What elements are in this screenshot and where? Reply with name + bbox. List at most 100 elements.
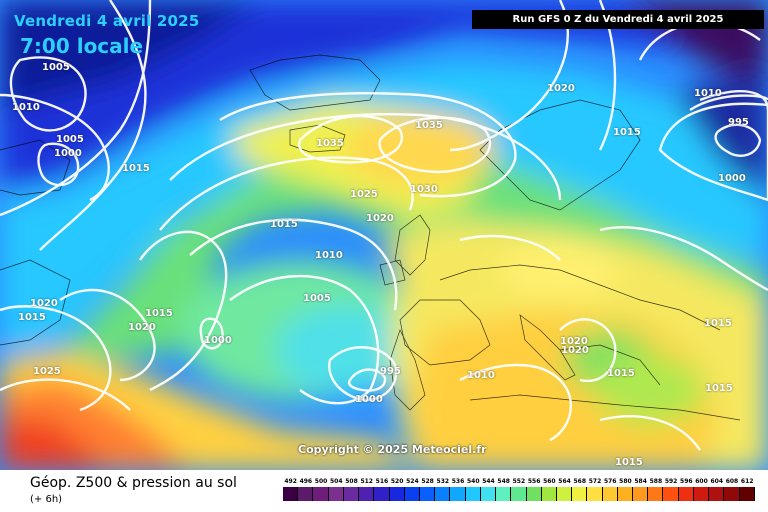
scale-value: 496 [299,478,313,485]
scale-value: 520 [390,478,404,485]
isobar-value-label: 1015 [270,219,298,230]
scale-value: 584 [634,478,647,485]
color-scale-bar [283,487,755,501]
isobar-value-label: 1010 [315,250,343,261]
isobar-value-label: 1010 [694,88,722,99]
scale-swatch [404,487,420,501]
scale-value: 500 [314,478,328,485]
isobar-value-label: 1000 [718,173,746,184]
scale-swatch [328,487,344,501]
scale-value: 524 [406,478,419,485]
color-scale: 492 496 500 504 508 512 516 520 524 528 532 536 540 5… [283,478,755,501]
isobar-value-label: 1020 [30,298,58,309]
geopotential-field [0,0,768,470]
isobar-value-label: 1000 [355,394,383,405]
scale-swatch [511,487,527,501]
isobar-value-label: 1015 [607,368,635,379]
isobar-value-label: 1020 [561,345,589,356]
isobar-value-label: 995 [380,366,401,377]
isobar-value-label: 1020 [128,322,156,333]
scale-swatch [709,487,725,501]
scale-value: 592 [664,478,678,485]
isobar-value-label: 995 [728,117,749,128]
isobar-value-label: 1035 [316,138,344,149]
scale-value: 576 [603,478,617,485]
isobar-value-label: 1010 [12,102,40,113]
forecast-date: Vendredi 4 avril 2025 [14,12,200,30]
scale-value: 508 [345,478,358,485]
scale-swatch [465,487,481,501]
scale-value: 596 [680,478,693,485]
scale-swatch [389,487,405,501]
scale-swatch [283,487,299,501]
scale-value: 568 [573,478,587,485]
weather-map: Vendredi 4 avril 2025 7:00 locale Run GF… [0,0,768,470]
scale-swatch [648,487,664,501]
scale-swatch [496,487,512,501]
color-scale-labels: 492 496 500 504 508 512 516 520 524 528 532 536 540 5… [283,478,755,485]
scale-swatch [724,487,740,501]
scale-swatch [587,487,603,501]
run-banner: Run GFS 0 Z du Vendredi 4 avril 2025 [472,10,764,29]
scale-swatch [480,487,497,501]
map-subtitle: (+ 6h) [30,494,63,505]
scale-swatch [572,487,588,501]
scale-value: 560 [543,478,556,485]
scale-value: 548 [497,478,510,485]
legend-bar: Géop. Z500 & pression au sol (+ 6h) 492 4… [0,470,768,512]
scale-swatch [343,487,360,501]
forecast-time: 7:00 locale [20,34,144,58]
scale-swatch [526,487,542,501]
scale-swatch [633,487,649,501]
scale-swatch [602,487,618,501]
scale-value: 536 [451,478,465,485]
scale-value: 532 [436,478,450,485]
scale-value: 528 [421,478,434,485]
scale-swatch [693,487,710,501]
isobar-value-label: 1015 [122,163,150,174]
scale-value: 504 [330,478,343,485]
scale-value: 580 [619,478,632,485]
scale-swatch [678,487,694,501]
scale-value: 612 [740,478,754,485]
scale-swatch [435,487,451,501]
scale-swatch [298,487,314,501]
scale-swatch [374,487,390,501]
isobar-value-label: 1015 [18,312,46,323]
scale-swatch [450,487,466,501]
isobar-value-label: 1035 [415,120,443,131]
isobar-value-label: 1015 [613,127,641,138]
scale-value: 552 [512,478,526,485]
scale-value: 540 [466,478,480,485]
scale-swatch [739,487,755,501]
isobar-value-label: 1020 [366,213,394,224]
scale-value: 556 [527,478,541,485]
scale-swatch [419,487,436,501]
scale-value: 512 [360,478,373,485]
isobar-value-label: 1020 [547,83,575,94]
isobar-value-label: 1000 [54,148,82,159]
scale-value: 600 [695,478,708,485]
scale-swatch [663,487,679,501]
isobar-value-label: 1015 [705,383,733,394]
scale-value: 516 [375,478,389,485]
scale-value: 572 [588,478,602,485]
isobar-value-label: 1020 [560,336,588,347]
isobar-value-label: 1005 [42,62,70,73]
scale-swatch [313,487,329,501]
isobar-value-label: 1015 [145,308,173,319]
isobar-value-label: 1025 [350,189,378,200]
isobar-value-label: 1000 [204,335,232,346]
scale-swatch [541,487,557,501]
scale-swatch [617,487,634,501]
isobar-value-label: 1005 [303,293,331,304]
scale-swatch [359,487,375,501]
scale-value: 544 [482,478,495,485]
isobar-value-label: 1015 [615,457,643,468]
scale-value: 604 [710,478,723,485]
scale-swatch [556,487,573,501]
scale-value: 588 [649,478,663,485]
scale-value: 608 [725,478,739,485]
isobar-value-label: 1010 [467,370,495,381]
copyright-label: Copyright © 2025 Meteociel.fr [298,443,487,456]
